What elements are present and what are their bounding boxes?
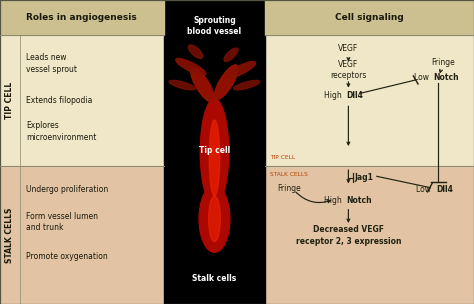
Ellipse shape: [224, 48, 238, 61]
Ellipse shape: [215, 65, 238, 99]
Text: Extends filopodia: Extends filopodia: [26, 96, 92, 105]
Text: VEGF
receptors: VEGF receptors: [330, 60, 366, 80]
Text: Undergo proliferation: Undergo proliferation: [26, 185, 109, 195]
Bar: [0, 166, 164, 304]
Text: High: High: [324, 196, 344, 205]
Text: Stalk cells: Stalk cells: [192, 274, 237, 283]
Text: Low: Low: [414, 73, 431, 82]
Text: Fringe: Fringe: [431, 58, 455, 67]
Ellipse shape: [188, 45, 203, 58]
Text: Decreased VEGF
receptor 2, 3 expression: Decreased VEGF receptor 2, 3 expression: [296, 225, 401, 246]
Text: Notch: Notch: [346, 196, 372, 205]
Bar: [0, 0, 164, 35]
Text: Cell signaling: Cell signaling: [335, 13, 404, 22]
Text: STALK CELLS: STALK CELLS: [270, 172, 308, 177]
Text: Tip cell: Tip cell: [199, 146, 230, 155]
Ellipse shape: [199, 185, 230, 252]
Text: Dll4: Dll4: [346, 91, 363, 100]
Text: Dll4: Dll4: [436, 185, 453, 195]
Text: Jag1: Jag1: [354, 173, 373, 182]
Ellipse shape: [226, 62, 255, 78]
Text: Promote oxygenation: Promote oxygenation: [26, 252, 108, 261]
Text: Form vessel lumen
and trunk: Form vessel lumen and trunk: [26, 212, 98, 232]
Text: STALK CELLS: STALK CELLS: [5, 207, 14, 263]
Ellipse shape: [234, 80, 260, 90]
Text: Notch: Notch: [434, 73, 459, 82]
Ellipse shape: [191, 68, 214, 102]
Ellipse shape: [209, 120, 219, 196]
Text: Explores
microenvironment: Explores microenvironment: [26, 121, 96, 142]
Bar: [265, 166, 474, 304]
Text: High: High: [324, 91, 344, 100]
Ellipse shape: [209, 196, 220, 242]
Bar: [265, 0, 474, 35]
Ellipse shape: [200, 99, 228, 205]
Text: TIP CELL: TIP CELL: [5, 82, 14, 119]
Text: VEGF: VEGF: [338, 44, 358, 53]
Bar: [0, 35, 164, 166]
Text: Leads new
vessel sprout: Leads new vessel sprout: [26, 54, 77, 74]
Text: Sprouting
blood vessel: Sprouting blood vessel: [187, 16, 242, 36]
Text: Fringe: Fringe: [277, 184, 301, 193]
Bar: [265, 35, 474, 166]
Ellipse shape: [176, 59, 206, 75]
Text: Low: Low: [416, 185, 434, 195]
Text: TIP CELL: TIP CELL: [270, 155, 295, 160]
Text: Roles in angiogenesis: Roles in angiogenesis: [27, 13, 137, 22]
Ellipse shape: [169, 80, 195, 90]
Bar: [164, 0, 265, 304]
